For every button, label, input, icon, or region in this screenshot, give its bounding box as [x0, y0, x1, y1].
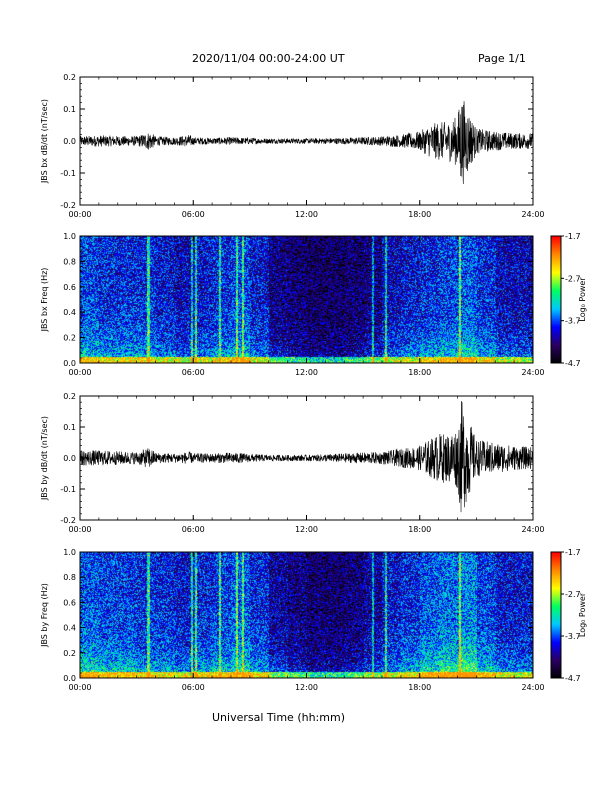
by-freq-colorbar-tick-label: -2.7 — [565, 590, 581, 599]
by-dbdt-frame — [79, 395, 534, 521]
by-dbdt-ytick-label: -0.2 — [60, 516, 76, 525]
page-title: 2020/11/04 00:00-24:00 UT — [192, 52, 345, 65]
bx-freq-xtick-label: 12:00 — [295, 368, 318, 377]
by-freq-colorbar-tick-label: -3.7 — [565, 632, 581, 641]
bx-freq-colorbar-label: Log₀ Power — [578, 277, 587, 322]
by-freq-ytick-label: 1.0 — [63, 548, 76, 557]
by-dbdt-trace — [79, 401, 534, 513]
by-freq-xtick-label: 12:00 — [295, 683, 318, 692]
by-freq-ylabel: JBS by Freq (Hz) — [40, 583, 49, 648]
bx-freq-xtick-label: 06:00 — [182, 368, 205, 377]
bx-dbdt-ytick-label: 0.2 — [63, 73, 76, 82]
bx-freq-xtick-label: 18:00 — [408, 368, 431, 377]
by-freq-xtick-label: 06:00 — [182, 683, 205, 692]
bx-freq-ylabel: JBS bx Freq (Hz) — [40, 268, 49, 333]
bx-freq-colorbar-tick-label: -1.7 — [565, 232, 581, 241]
by-freq-colorbar-tick-label: -4.7 — [565, 674, 581, 683]
by-dbdt-ytick-label: 0.2 — [63, 392, 76, 401]
x-axis-title: Universal Time (hh:mm) — [212, 711, 345, 724]
bx-dbdt-ytick-label: 0.0 — [63, 137, 76, 146]
page-number: Page 1/1 — [478, 52, 526, 65]
by-dbdt-xtick-label: 18:00 — [408, 525, 431, 534]
bx-dbdt-ytick-label: -0.2 — [60, 201, 76, 210]
bx-freq-colorbar-tick-label: -4.7 — [565, 359, 581, 368]
by-dbdt-ylabel: JBS by dB/dt (nT/sec) — [40, 416, 49, 501]
by-freq-xtick-label: 24:00 — [521, 683, 544, 692]
bx-dbdt-xtick-label: 12:00 — [295, 210, 318, 219]
bx-freq-xtick-label: 24:00 — [521, 368, 544, 377]
bx-freq-ytick-label: 0.8 — [63, 257, 76, 266]
bx-freq-ytick-label: 0.2 — [63, 334, 76, 343]
by-freq-ytick-label: 0.4 — [63, 624, 76, 633]
by-dbdt-xtick-label: 24:00 — [521, 525, 544, 534]
by-freq-ytick-label: 0.2 — [63, 649, 76, 658]
by-dbdt-ytick-label: -0.1 — [60, 485, 76, 494]
by-freq-xtick-label: 18:00 — [408, 683, 431, 692]
bx-freq-ytick-label: 0.0 — [63, 359, 76, 368]
bx-dbdt-xtick-label: 06:00 — [182, 210, 205, 219]
by-dbdt-ytick-label: 0.0 — [63, 454, 76, 463]
by-freq-colorbar — [551, 552, 561, 678]
bx-dbdt-frame — [79, 76, 534, 206]
by-dbdt-ytick-label: 0.1 — [63, 423, 76, 432]
by-freq-ytick-label: 0.6 — [63, 598, 76, 607]
bx-freq-ytick-label: 0.4 — [63, 308, 76, 317]
bx-freq-xtick-label: 00:00 — [68, 368, 91, 377]
bx-dbdt-ytick-label: 0.1 — [63, 105, 76, 114]
bx-freq-colorbar — [551, 236, 561, 363]
bx-freq-colorbar-tick-label: -2.7 — [565, 274, 581, 283]
by-freq-ytick-label: 0.8 — [63, 573, 76, 582]
by-freq-colorbar-label: Log₀ Power — [578, 592, 587, 637]
bx-dbdt-ytick-label: -0.1 — [60, 169, 76, 178]
by-dbdt-xtick-label: 06:00 — [182, 525, 205, 534]
bx-freq-ytick-label: 1.0 — [63, 232, 76, 241]
by-freq-xtick-label: 00:00 — [68, 683, 91, 692]
by-dbdt-xtick-label: 12:00 — [295, 525, 318, 534]
by-freq-colorbar-tick-label: -1.7 — [565, 548, 581, 557]
by-dbdt-xtick-label: 00:00 — [68, 525, 91, 534]
bx-dbdt-xtick-label: 24:00 — [521, 210, 544, 219]
by-freq-spectrogram — [80, 552, 533, 678]
bx-freq-spectrogram — [80, 236, 533, 363]
bx-freq-colorbar-tick-label: -3.7 — [565, 317, 581, 326]
bx-dbdt-xtick-label: 00:00 — [68, 210, 91, 219]
bx-dbdt-xtick-label: 18:00 — [408, 210, 431, 219]
bx-dbdt-ylabel: JBS bx dB/dt (nT/sec) — [40, 99, 49, 184]
bx-freq-ytick-label: 0.6 — [63, 283, 76, 292]
by-freq-ytick-label: 0.0 — [63, 674, 76, 683]
bx-dbdt-trace — [79, 101, 534, 185]
